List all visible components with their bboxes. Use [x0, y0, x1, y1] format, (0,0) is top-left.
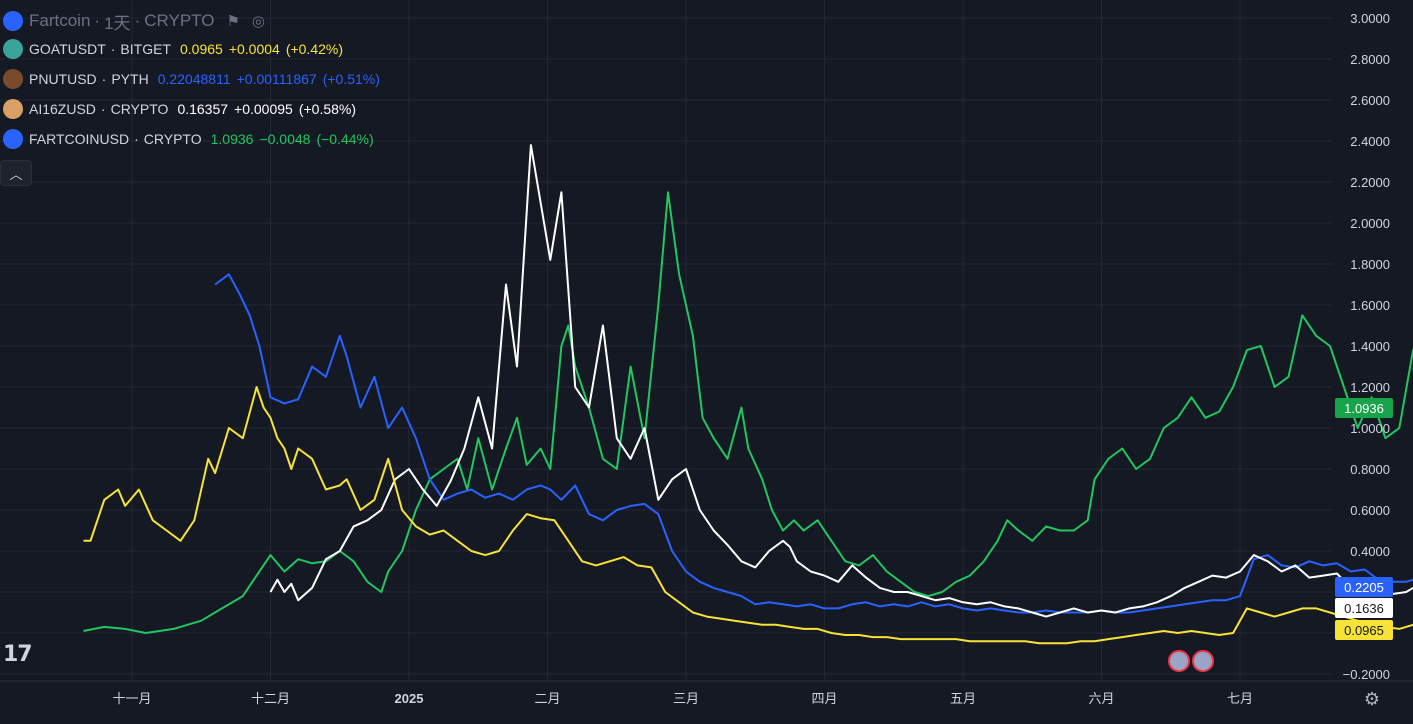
legend-change-pct: (+0.42%) — [285, 41, 344, 57]
x-tick-label: 六月 — [1088, 691, 1114, 706]
us-flag-icon[interactable] — [1192, 650, 1214, 672]
economic-events[interactable] — [1168, 650, 1216, 672]
price-label-text: 0.2205 — [1344, 580, 1384, 595]
legend-exchange: BITGET — [120, 41, 171, 57]
y-tick-label: 1.4000 — [1350, 339, 1390, 354]
goat-coin-icon — [3, 39, 23, 59]
price-label-text: 0.1636 — [1344, 601, 1384, 616]
legend-change: +0.00111867 — [236, 71, 317, 87]
flag-icon[interactable]: ⚑ — [226, 13, 240, 30]
legend-change-pct: (+0.58%) — [298, 101, 357, 117]
legend-exchange: CRYPTO — [110, 101, 169, 117]
gear-icon[interactable]: ⚙ — [1363, 689, 1381, 709]
x-tick-label: 十一月 — [112, 691, 151, 706]
pnut-coin-icon — [3, 69, 23, 89]
x-tick-label: 二月 — [534, 691, 560, 706]
legend-exchange: CRYPTO — [143, 131, 202, 147]
legend-row-ai16zusd[interactable]: AI16ZUSD · CRYPTO 0.16357 +0.00095 (+0.58%) — [0, 94, 386, 124]
price-label-text: 1.0936 — [1344, 401, 1384, 416]
legend-separator: · — [134, 131, 139, 147]
fartcoin-icon — [3, 129, 23, 149]
legend-separator: · — [100, 101, 106, 117]
y-tick-label: 2.4000 — [1350, 134, 1390, 149]
y-tick-label: 2.6000 — [1350, 93, 1390, 108]
legend-row-pnutusd[interactable]: PNUTUSD · PYTH 0.22048811 +0.00111867 (+0.51%… — [0, 64, 386, 94]
legend-change-pct: (−0.44%) — [316, 131, 374, 147]
collapse-legend-button[interactable]: ︿ — [0, 160, 32, 186]
chevron-up-icon: ︿ — [9, 166, 23, 182]
legend-row-fartcoinusd[interactable]: FARTCOINUSD · CRYPTO 1.0936 −0.0048 (−0.44%) — [0, 124, 386, 154]
y-tick-label: −0.2000 — [1343, 667, 1390, 682]
legend-separator: · — [101, 71, 107, 87]
series-line-ai16zusd[interactable] — [269, 144, 1413, 618]
legend-last: 1.0936 — [210, 131, 254, 147]
legend-symbol: FARTCOINUSD — [29, 131, 130, 147]
y-tick-label: 2.2000 — [1350, 175, 1390, 190]
x-tick-label: 2025 — [395, 691, 424, 706]
y-tick-label: 1.0000 — [1350, 421, 1390, 436]
series-line-fartcoinusd[interactable] — [83, 191, 1413, 634]
y-tick-label: 1.8000 — [1350, 257, 1390, 272]
price-label-pnutusd — [1335, 577, 1393, 597]
legend-last: 0.16357 — [177, 101, 229, 117]
x-tick-label: 七月 — [1227, 691, 1253, 706]
y-tick-label: 1.6000 — [1350, 298, 1390, 313]
series-line-goatusdt[interactable] — [83, 386, 1413, 645]
legend-symbol: GOATUSDT — [29, 41, 106, 57]
y-tick-label: 0.6000 — [1350, 503, 1390, 518]
price-label-fartcoinusd — [1335, 398, 1393, 418]
legend-change: +0.0004 — [228, 41, 280, 57]
y-tick-label: 1.2000 — [1350, 380, 1390, 395]
legend-separator: · — [110, 41, 116, 57]
y-tick-label: 0.8000 — [1350, 462, 1390, 477]
ai16z-coin-icon — [3, 99, 23, 119]
chart-title: Fartcoin · 1天 · CRYPTO ⚑ ◎ — [0, 8, 386, 34]
x-tick-label: 四月 — [811, 691, 837, 706]
hide-eye-icon[interactable]: ◎ — [251, 13, 266, 30]
legend-change-pct: (+0.51%) — [322, 71, 380, 87]
y-tick-label: 2.8000 — [1350, 52, 1390, 67]
price-label-text: 0.0965 — [1344, 623, 1384, 638]
price-label-ai16zusd — [1335, 598, 1393, 618]
legend-symbol: PNUTUSD — [29, 71, 97, 87]
x-tick-label: 十二月 — [251, 691, 290, 706]
y-tick-label: 3.0000 — [1350, 11, 1390, 26]
x-tick-label: 三月 — [673, 691, 699, 706]
y-tick-label: 2.0000 — [1350, 216, 1390, 231]
title-exchange: CRYPTO — [144, 11, 215, 30]
series-line-pnutusd[interactable] — [214, 273, 1413, 614]
legend-row-goatusdt[interactable]: GOATUSDT · BITGET 0.0965 +0.0004 (+0.42%) — [0, 34, 386, 64]
tradingview-logo[interactable]: 17 — [3, 642, 33, 667]
legend: Fartcoin · 1天 · CRYPTO ⚑ ◎ GOATUSDT · BITGET… — [0, 8, 386, 154]
price-label-goatusdt — [1335, 620, 1393, 640]
legend-exchange: PYTH — [111, 71, 149, 87]
y-tick-label: 0.4000 — [1350, 544, 1390, 559]
title-symbol: Fartcoin — [29, 11, 91, 30]
legend-last: 0.0965 — [179, 41, 223, 57]
x-tick-label: 五月 — [950, 691, 976, 706]
legend-symbol: AI16ZUSD — [29, 101, 96, 117]
legend-last: 0.22048811 — [157, 71, 231, 87]
fartcoin-icon — [3, 11, 23, 31]
us-flag-icon[interactable] — [1168, 650, 1190, 672]
title-interval[interactable]: 1天 — [104, 13, 131, 33]
legend-change: +0.00095 — [234, 101, 293, 117]
legend-change: −0.0048 — [259, 131, 311, 147]
